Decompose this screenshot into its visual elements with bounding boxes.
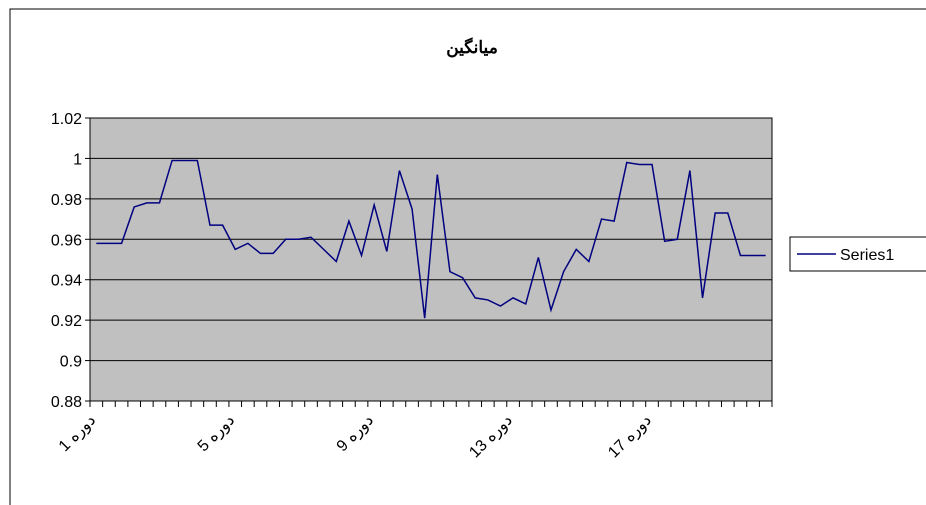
chart-title: میانگین [446,37,498,58]
y-tick-label: 1 [73,151,82,168]
y-tick-label: 0.98 [51,192,82,209]
y-tick-label: 0.96 [51,232,82,249]
y-tick-label: 1.02 [51,111,82,128]
y-tick-label: 0.94 [51,273,82,290]
legend-label: Series1 [840,247,894,264]
y-tick-label: 0.92 [51,313,82,330]
line-series [96,159,766,319]
y-tick-label: 0.9 [60,354,82,371]
plot-area [90,118,772,401]
y-tick-label: 0.88 [51,394,82,411]
